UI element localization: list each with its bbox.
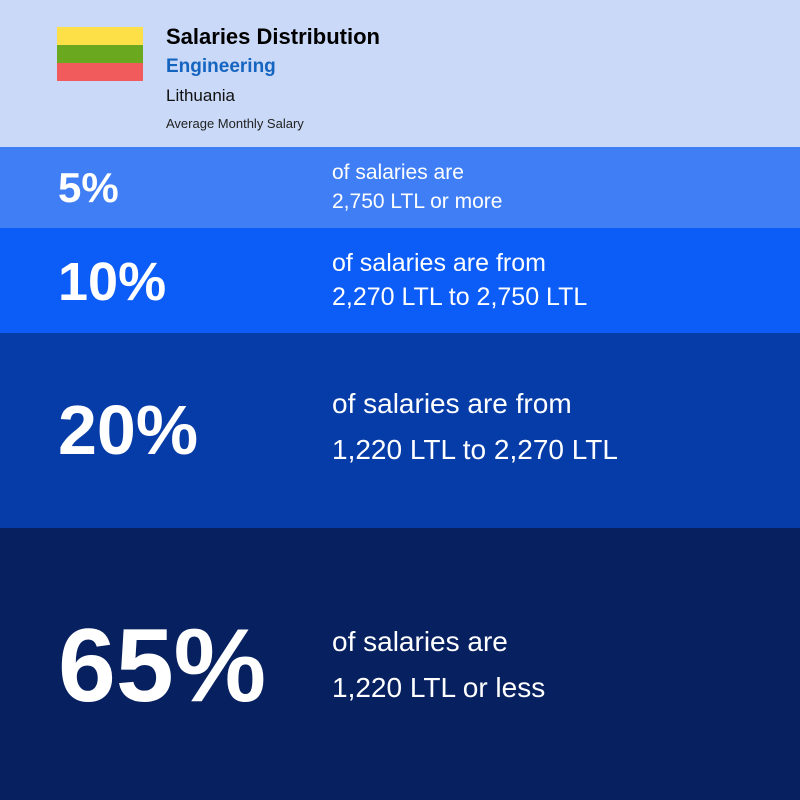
description-line: 1,220 LTL or less <box>332 672 546 703</box>
flag-stripe <box>57 63 143 81</box>
description-line: 1,220 LTL to 2,270 LTL <box>332 434 618 465</box>
country: Lithuania <box>166 86 236 105</box>
description-line: of salaries are <box>332 626 508 657</box>
description: of salaries are from 1,220 LTL to 2,270 L… <box>332 381 618 473</box>
header: Salaries Distribution Engineering Lithua… <box>0 0 800 147</box>
caption: Average Monthly Salary <box>166 116 304 131</box>
description: of salaries are from 2,270 LTL to 2,750 L… <box>332 246 587 314</box>
percent: 65% <box>58 608 267 724</box>
title: Salaries Distribution <box>166 24 380 49</box>
subtitle: Engineering <box>166 56 276 77</box>
description-line: of salaries are from <box>332 249 546 277</box>
description-line: 2,750 LTL or more <box>332 190 503 213</box>
percent: 20% <box>58 391 199 469</box>
salary-band: 10% of salaries are from 2,270 LTL to 2,75… <box>0 228 800 333</box>
salary-band: 20% of salaries are from 1,220 LTL to 2,27… <box>0 333 800 528</box>
salary-band: 5% of salaries are 2,750 LTL or more <box>0 147 800 228</box>
salary-band: 65% of salaries are 1,220 LTL or less <box>0 528 800 800</box>
percent: 5% <box>58 164 119 211</box>
description-line: 2,270 LTL to 2,750 LTL <box>332 283 588 311</box>
flag-stripe <box>57 27 143 45</box>
flag-stripe <box>57 45 143 63</box>
description-line: of salaries are <box>332 161 464 184</box>
percent: 10% <box>58 252 167 312</box>
description-line: of salaries are from <box>332 388 572 419</box>
description: of salaries are 1,220 LTL or less <box>332 619 545 711</box>
description: of salaries are 2,750 LTL or more <box>332 158 502 216</box>
